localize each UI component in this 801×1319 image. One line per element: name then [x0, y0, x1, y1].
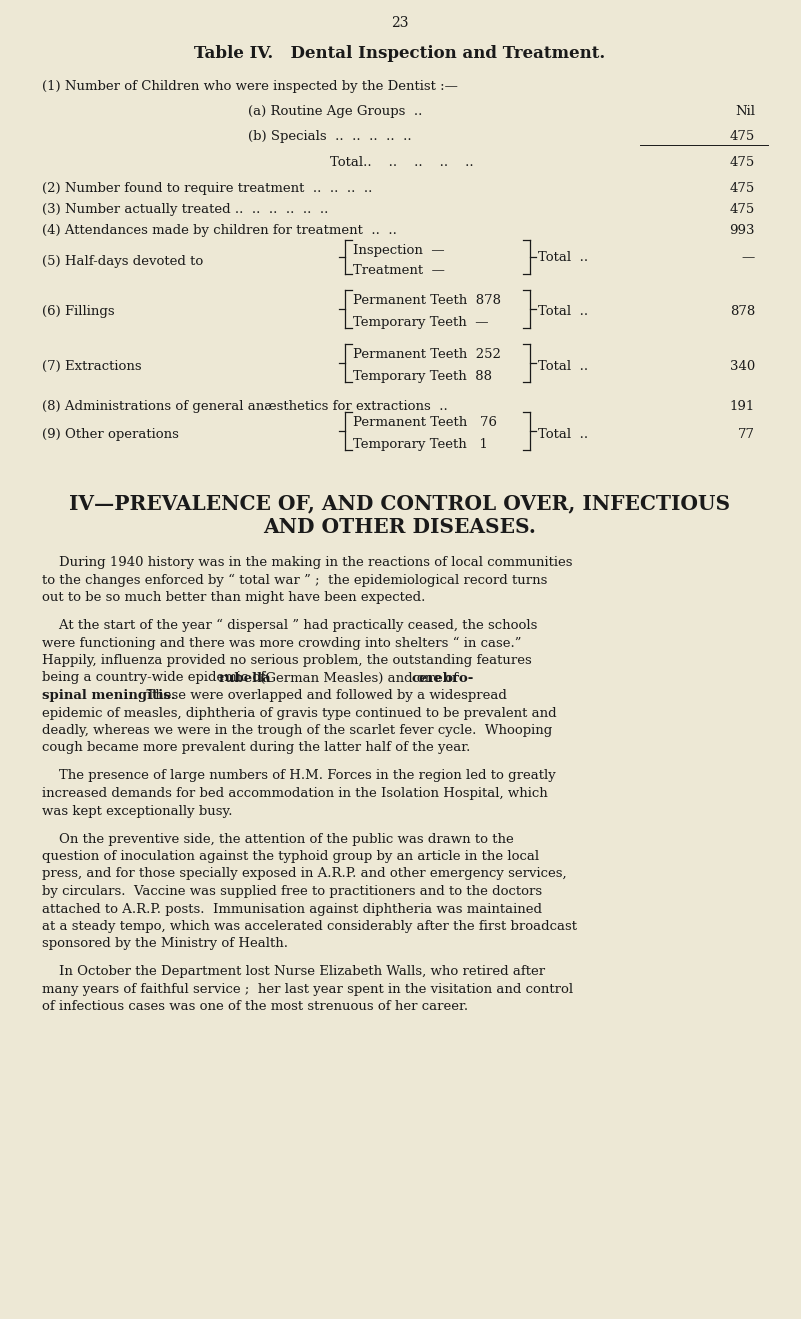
- Text: (German Measles) and one of: (German Measles) and one of: [256, 671, 462, 685]
- Text: cerebro-: cerebro-: [411, 671, 473, 685]
- Text: Total  ..: Total ..: [538, 251, 588, 264]
- Text: Happily, influenza provided no serious problem, the outstanding features: Happily, influenza provided no serious p…: [42, 654, 532, 667]
- Text: out to be so much better than might have been expected.: out to be so much better than might have…: [42, 591, 425, 604]
- Text: at a steady tempo, which was accelerated considerably after the first broadcast: at a steady tempo, which was accelerated…: [42, 919, 577, 933]
- Text: Permanent Teeth  252: Permanent Teeth 252: [353, 348, 501, 361]
- Text: (7) Extractions: (7) Extractions: [42, 360, 142, 373]
- Text: (4) Attendances made by children for treatment  ..  ..: (4) Attendances made by children for tre…: [42, 224, 396, 237]
- Text: Temporary Teeth  88: Temporary Teeth 88: [353, 371, 492, 383]
- Text: 475: 475: [730, 182, 755, 195]
- Text: At the start of the year “ dispersal ” had practically ceased, the schools: At the start of the year “ dispersal ” h…: [42, 619, 537, 632]
- Text: 191: 191: [730, 400, 755, 413]
- Text: Table IV.   Dental Inspection and Treatment.: Table IV. Dental Inspection and Treatmen…: [195, 45, 606, 62]
- Text: Total  ..: Total ..: [538, 360, 588, 373]
- Text: deadly, whereas we were in the trough of the scarlet fever cycle.  Whooping: deadly, whereas we were in the trough of…: [42, 724, 552, 737]
- Text: press, and for those specially exposed in A.R.P. and other emergency services,: press, and for those specially exposed i…: [42, 868, 566, 881]
- Text: 993: 993: [730, 224, 755, 237]
- Text: During 1940 history was in the making in the reactions of local communities: During 1940 history was in the making in…: [42, 557, 573, 568]
- Text: (1) Number of Children who were inspected by the Dentist :—: (1) Number of Children who were inspecte…: [42, 80, 458, 94]
- Text: 23: 23: [391, 16, 409, 30]
- Text: of infectious cases was one of the most strenuous of her career.: of infectious cases was one of the most …: [42, 1001, 468, 1013]
- Text: sponsored by the Ministry of Health.: sponsored by the Ministry of Health.: [42, 938, 288, 951]
- Text: increased demands for bed accommodation in the Isolation Hospital, which: increased demands for bed accommodation …: [42, 787, 548, 801]
- Text: 475: 475: [730, 203, 755, 216]
- Text: 340: 340: [730, 360, 755, 373]
- Text: Inspection  —: Inspection —: [353, 244, 445, 257]
- Text: Temporary Teeth   1: Temporary Teeth 1: [353, 438, 488, 451]
- Text: attached to A.R.P. posts.  Immunisation against diphtheria was maintained: attached to A.R.P. posts. Immunisation a…: [42, 902, 542, 915]
- Text: Nil: Nil: [735, 106, 755, 117]
- Text: 77: 77: [738, 427, 755, 441]
- Text: Treatment  —: Treatment —: [353, 264, 445, 277]
- Text: to the changes enforced by “ total war ” ;  the epidemiological record turns: to the changes enforced by “ total war ”…: [42, 574, 547, 587]
- Text: 475: 475: [730, 156, 755, 169]
- Text: The presence of large numbers of H.M. Forces in the region led to greatly: The presence of large numbers of H.M. Fo…: [42, 769, 556, 782]
- Text: (8) Administrations of general anæsthetics for extractions  ..: (8) Administrations of general anæstheti…: [42, 400, 448, 413]
- Text: AND OTHER DISEASES.: AND OTHER DISEASES.: [264, 517, 537, 537]
- Text: (b) Specials  ..  ..  ..  ..  ..: (b) Specials .. .. .. .. ..: [248, 131, 412, 142]
- Text: (6) Fillings: (6) Fillings: [42, 305, 115, 318]
- Text: On the preventive side, the attention of the public was drawn to the: On the preventive side, the attention of…: [42, 832, 513, 845]
- Text: (a) Routine Age Groups  ..: (a) Routine Age Groups ..: [248, 106, 422, 117]
- Text: cough became more prevalent during the latter half of the year.: cough became more prevalent during the l…: [42, 741, 470, 754]
- Text: many years of faithful service ;  her last year spent in the visitation and cont: many years of faithful service ; her las…: [42, 983, 574, 996]
- Text: were functioning and there was more crowding into shelters “ in case.”: were functioning and there was more crow…: [42, 637, 521, 650]
- Text: rubella: rubella: [219, 671, 272, 685]
- Text: epidemic of measles, diphtheria of gravis type continued to be prevalent and: epidemic of measles, diphtheria of gravi…: [42, 707, 557, 719]
- Text: was kept exceptionally busy.: was kept exceptionally busy.: [42, 805, 232, 818]
- Text: (9) Other operations: (9) Other operations: [42, 427, 179, 441]
- Text: These were overlapped and followed by a widespread: These were overlapped and followed by a …: [139, 689, 507, 702]
- Text: (2) Number found to require treatment  ..  ..  ..  ..: (2) Number found to require treatment ..…: [42, 182, 372, 195]
- Text: Permanent Teeth   76: Permanent Teeth 76: [353, 415, 497, 429]
- Text: by circulars.  Vaccine was supplied free to practitioners and to the doctors: by circulars. Vaccine was supplied free …: [42, 885, 542, 898]
- Text: (5) Half-days devoted to: (5) Half-days devoted to: [42, 255, 203, 268]
- Text: —: —: [742, 251, 755, 264]
- Text: IV—PREVALENCE OF, AND CONTROL OVER, INFECTIOUS: IV—PREVALENCE OF, AND CONTROL OVER, INFE…: [70, 493, 731, 513]
- Text: 878: 878: [730, 305, 755, 318]
- Text: Total  ..: Total ..: [538, 305, 588, 318]
- Text: (3) Number actually treated ..  ..  ..  ..  ..  ..: (3) Number actually treated .. .. .. .. …: [42, 203, 328, 216]
- Text: 475: 475: [730, 131, 755, 142]
- Text: Total  ..: Total ..: [538, 427, 588, 441]
- Text: Total..    ..    ..    ..    ..: Total.. .. .. .. ..: [330, 156, 473, 169]
- Text: Temporary Teeth  —: Temporary Teeth —: [353, 317, 489, 328]
- Text: spinal meningitis.: spinal meningitis.: [42, 689, 175, 702]
- Text: Permanent Teeth  878: Permanent Teeth 878: [353, 294, 501, 307]
- Text: In October the Department lost Nurse Elizabeth Walls, who retired after: In October the Department lost Nurse Eli…: [42, 966, 545, 979]
- Text: question of inoculation against the typhoid group by an article in the local: question of inoculation against the typh…: [42, 849, 539, 863]
- Text: being a country-wide epidemic of: being a country-wide epidemic of: [42, 671, 269, 685]
